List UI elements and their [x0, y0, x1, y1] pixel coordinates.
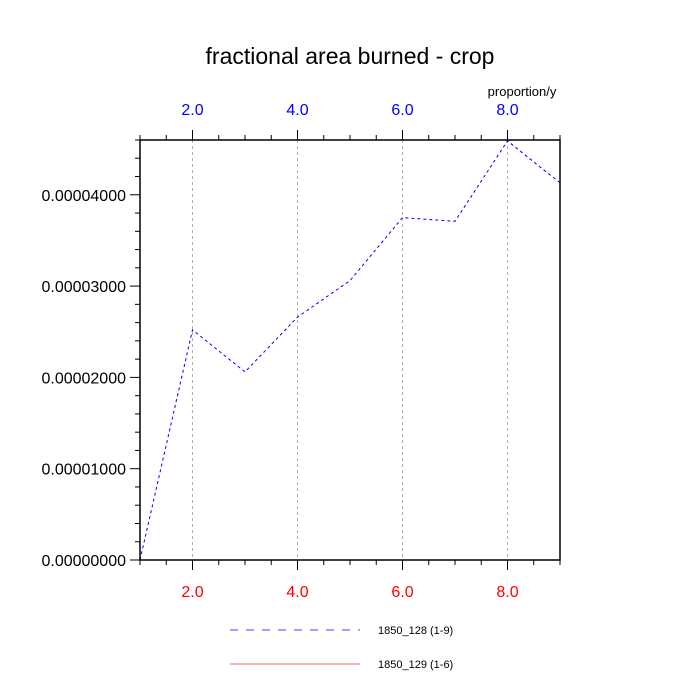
axis-tick-labels: 2.0 2.0 4.0 4.0 6.0 6.0 8.0 8.0 0.00000000 0.0000… [41, 102, 518, 601]
chart-title: fractional area burned - crop [206, 43, 495, 69]
axis-ticks [130, 130, 561, 570]
x-tick-label-bottom: 4.0 [286, 584, 308, 601]
units-label: proportion/y [488, 84, 557, 99]
y-tick-label: 0.00000000 [41, 553, 126, 570]
plot-frame [139, 139, 561, 561]
legend-label-1850-129: 1850_129 (1-6) [378, 659, 453, 671]
legend: 1850_128 (1-9) 1850_129 (1-6) [230, 625, 453, 671]
series-layer [139, 140, 561, 561]
x-tick-label-bottom: 8.0 [496, 584, 518, 601]
x-tick-label-top: 8.0 [496, 102, 518, 119]
y-tick-label: 0.00003000 [41, 279, 126, 296]
y-tick-label: 0.00001000 [41, 462, 126, 479]
y-tick-label: 0.00002000 [41, 370, 126, 387]
x-tick-label-bottom: 2.0 [181, 584, 203, 601]
legend-label-1850-128: 1850_128 (1-9) [378, 625, 453, 637]
y-tick-label: 0.00004000 [41, 188, 126, 205]
x-tick-label-bottom: 6.0 [391, 584, 413, 601]
x-tick-label-top: 4.0 [286, 102, 308, 119]
grid-lines [192, 140, 508, 560]
x-tick-label-top: 6.0 [391, 102, 413, 119]
x-tick-label-top: 2.0 [181, 102, 203, 119]
series-line [139, 140, 561, 561]
